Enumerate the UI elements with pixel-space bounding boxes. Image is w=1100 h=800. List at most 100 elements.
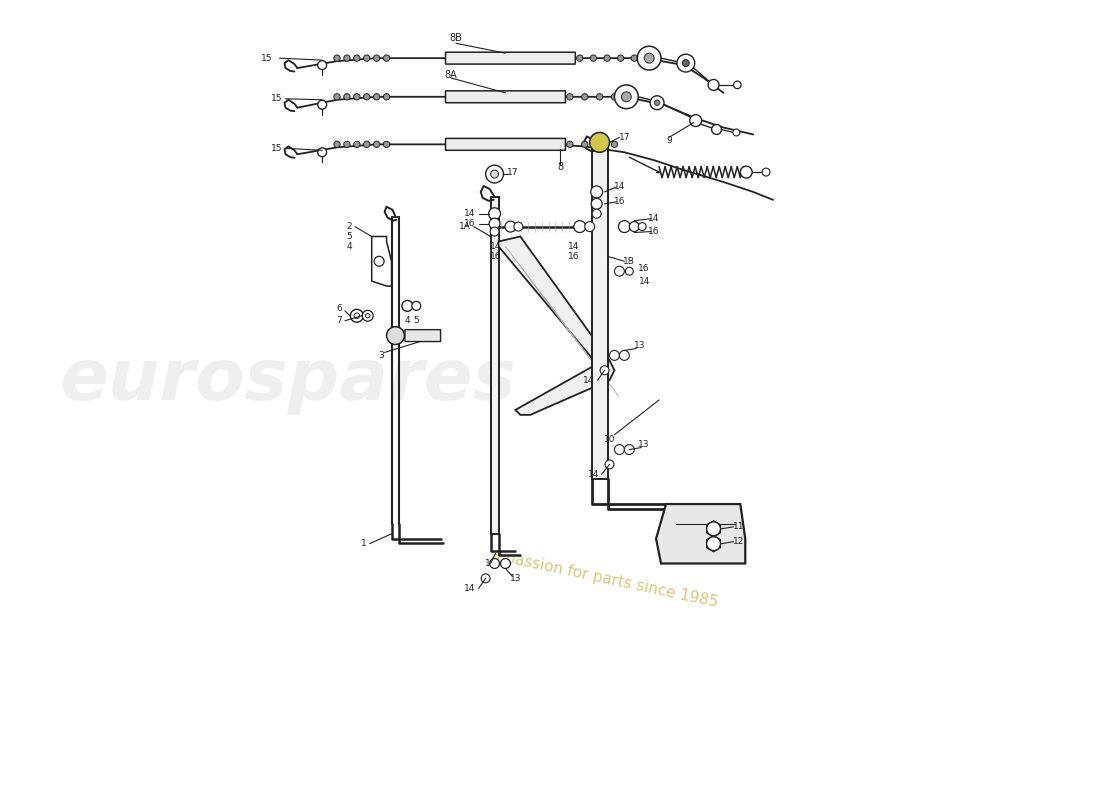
Circle shape [374, 256, 384, 266]
Circle shape [491, 227, 499, 236]
Text: 1A: 1A [459, 222, 471, 231]
Circle shape [354, 94, 360, 100]
Text: 9: 9 [667, 136, 672, 145]
Circle shape [596, 141, 603, 147]
Circle shape [486, 165, 504, 183]
Circle shape [612, 94, 617, 100]
FancyBboxPatch shape [405, 330, 441, 342]
Circle shape [676, 54, 695, 72]
Circle shape [344, 94, 350, 100]
Circle shape [514, 222, 522, 231]
Circle shape [609, 350, 619, 360]
Circle shape [690, 114, 702, 126]
Circle shape [654, 100, 660, 106]
Circle shape [490, 558, 499, 569]
Circle shape [344, 55, 350, 62]
Circle shape [354, 55, 360, 62]
Circle shape [362, 310, 373, 322]
Text: 16: 16 [648, 227, 660, 236]
Circle shape [708, 79, 719, 90]
Circle shape [638, 222, 646, 230]
Text: 1B: 1B [624, 257, 636, 266]
Circle shape [619, 350, 629, 360]
Circle shape [734, 81, 741, 89]
Circle shape [682, 60, 690, 66]
Circle shape [318, 61, 327, 70]
Circle shape [566, 141, 573, 147]
Text: 14: 14 [588, 470, 600, 479]
Circle shape [712, 125, 722, 134]
Circle shape [500, 558, 510, 569]
Circle shape [618, 221, 630, 233]
Circle shape [374, 141, 379, 147]
Text: 16: 16 [464, 219, 475, 228]
FancyBboxPatch shape [446, 52, 575, 64]
Circle shape [650, 96, 664, 110]
Circle shape [364, 55, 370, 62]
Text: eurospares: eurospares [59, 346, 516, 414]
Circle shape [591, 186, 603, 198]
Polygon shape [491, 197, 498, 534]
Text: 10: 10 [604, 435, 615, 444]
Circle shape [402, 301, 412, 311]
Text: 8A: 8A [444, 70, 458, 80]
Circle shape [626, 267, 634, 275]
Circle shape [354, 141, 360, 147]
Polygon shape [372, 237, 392, 286]
Circle shape [333, 55, 340, 62]
Text: 15: 15 [271, 94, 283, 103]
Text: 15: 15 [261, 54, 273, 62]
Circle shape [617, 55, 624, 62]
Circle shape [762, 168, 770, 176]
Text: 13: 13 [634, 341, 645, 350]
Circle shape [590, 133, 609, 152]
Text: 16: 16 [490, 252, 502, 261]
Circle shape [591, 198, 602, 210]
Text: 12: 12 [733, 537, 744, 546]
Circle shape [615, 445, 625, 454]
Text: 14: 14 [583, 376, 595, 385]
Text: 14: 14 [464, 210, 475, 218]
Text: 4: 4 [346, 242, 352, 251]
Text: 13: 13 [638, 440, 650, 449]
Circle shape [706, 537, 721, 550]
Text: 5: 5 [346, 232, 352, 241]
Text: 14: 14 [614, 182, 625, 191]
Circle shape [384, 141, 389, 147]
Text: 6: 6 [337, 304, 342, 314]
Text: 13: 13 [509, 574, 521, 583]
Circle shape [333, 141, 340, 147]
Circle shape [365, 314, 370, 318]
Circle shape [505, 221, 516, 232]
Polygon shape [656, 504, 746, 563]
Circle shape [582, 94, 587, 100]
Text: 14: 14 [464, 584, 475, 593]
Text: 3: 3 [378, 351, 385, 360]
Text: 15: 15 [271, 144, 283, 153]
FancyBboxPatch shape [446, 91, 565, 102]
Circle shape [585, 222, 595, 231]
Circle shape [481, 574, 491, 583]
Circle shape [615, 85, 638, 109]
Circle shape [344, 141, 350, 147]
Circle shape [318, 100, 327, 109]
Circle shape [621, 92, 631, 102]
Circle shape [374, 55, 379, 62]
Circle shape [364, 94, 370, 100]
Circle shape [374, 94, 379, 100]
Circle shape [706, 522, 721, 536]
Circle shape [740, 166, 752, 178]
Circle shape [637, 46, 661, 70]
Circle shape [354, 313, 360, 318]
Circle shape [333, 94, 340, 100]
Circle shape [733, 129, 740, 136]
Circle shape [574, 221, 585, 233]
Text: a passion for parts since 1985: a passion for parts since 1985 [490, 547, 719, 610]
Text: 1: 1 [361, 539, 366, 548]
Circle shape [318, 148, 327, 157]
Text: 16: 16 [569, 252, 580, 261]
Circle shape [582, 141, 587, 147]
Text: 16: 16 [614, 198, 625, 206]
Text: 17: 17 [507, 167, 518, 177]
Text: 14: 14 [569, 242, 580, 251]
